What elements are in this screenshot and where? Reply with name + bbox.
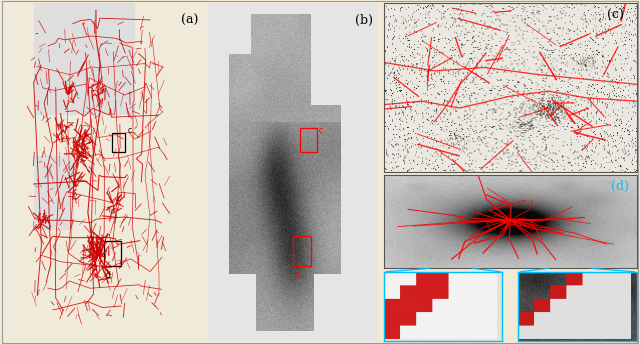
Text: c: c [319, 126, 323, 135]
Text: d: d [106, 271, 111, 280]
Bar [300, 128, 317, 152]
Text: (b): (b) [355, 13, 372, 26]
Text: (d): (d) [611, 180, 629, 193]
Text: (c): (c) [607, 9, 624, 21]
Bar [112, 133, 125, 152]
Text: d: d [294, 271, 300, 280]
Bar [293, 236, 312, 266]
Bar [104, 241, 121, 266]
Text: c: c [127, 126, 131, 135]
Text: (a): (a) [181, 13, 199, 26]
